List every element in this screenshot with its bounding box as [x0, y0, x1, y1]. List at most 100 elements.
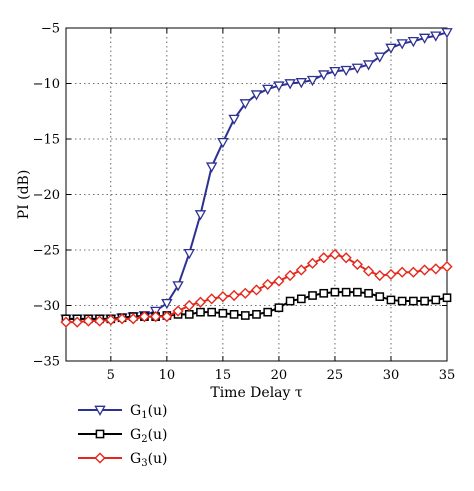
data-point-g1: [183, 248, 195, 260]
data-point-g1: [418, 33, 431, 44]
data-point-g2: [442, 293, 452, 303]
data-point-g3: [105, 314, 117, 326]
data-point-g2: [409, 296, 418, 306]
data-point-g3: [418, 264, 431, 276]
data-point-g1: [295, 78, 308, 89]
data-point-g2: [431, 295, 441, 305]
data-point-g2: [218, 308, 228, 318]
x-tick-label: 25: [327, 368, 344, 383]
data-point-g2: [196, 307, 205, 317]
data-point-g2: [308, 291, 317, 300]
data-point-g3: [127, 313, 139, 325]
data-point-g2: [330, 287, 340, 297]
data-point-g2: [397, 296, 407, 306]
data-point-g2: [386, 295, 396, 305]
data-point-g3: [407, 266, 419, 278]
data-point-g3: [217, 291, 229, 303]
x-tick-label: 15: [215, 368, 232, 383]
data-point-g2: [252, 310, 261, 319]
x-tick-label: 10: [159, 368, 176, 383]
x-tick-label: 30: [383, 368, 400, 383]
data-point-g3: [250, 284, 263, 296]
legend-marker-g3: [94, 452, 106, 464]
data-point-g3: [295, 264, 307, 276]
legend-marker-g2: [95, 429, 105, 439]
data-point-g1: [284, 79, 296, 90]
data-point-g3: [396, 266, 408, 278]
y-tick-label: −25: [33, 244, 60, 259]
y-axis-label: PI (dB): [16, 170, 32, 220]
data-point-g1: [430, 31, 442, 42]
data-point-g1: [362, 60, 375, 71]
x-tick-label: 35: [439, 368, 456, 383]
data-point-g3: [161, 311, 173, 323]
data-point-g3: [318, 252, 330, 264]
data-point-g3: [71, 316, 83, 328]
data-point-g1: [340, 65, 352, 77]
data-point-g2: [341, 287, 351, 297]
data-point-g2: [420, 296, 429, 306]
data-point-g1: [306, 75, 319, 87]
data-point-g3: [138, 311, 151, 323]
data-point-g3: [194, 296, 207, 308]
data-point-g3: [150, 311, 162, 323]
data-point-g3: [306, 257, 319, 269]
data-point-g2: [375, 292, 385, 301]
data-point-g2: [229, 310, 239, 319]
series-g3: [60, 248, 453, 328]
data-point-g3: [116, 313, 128, 325]
y-tick-label: −15: [33, 133, 60, 148]
legend-marker-g1: [94, 405, 106, 416]
data-point-g3: [60, 316, 72, 328]
data-point-g1: [239, 99, 251, 110]
x-axis-label: Time Delay τ: [210, 385, 303, 401]
data-point-g1: [318, 70, 330, 81]
y-tick-label: −20: [33, 188, 60, 203]
data-point-g2: [207, 307, 217, 317]
y-tick-label: −30: [33, 299, 60, 314]
data-point-g2: [240, 311, 250, 320]
data-point-g2: [263, 307, 273, 317]
data-point-g3: [385, 268, 397, 281]
legend-entry-g1: G1(u): [78, 403, 168, 421]
legend: G1(u) G2(u) G3(u): [78, 403, 168, 469]
data-point-g1: [172, 281, 184, 292]
data-point-g1: [262, 84, 274, 95]
data-point-g3: [239, 287, 251, 299]
data-point-g1: [351, 63, 364, 74]
legend-entry-g2: G2(u): [78, 427, 168, 445]
data-point-g3: [206, 293, 218, 305]
data-point-g2: [296, 294, 306, 304]
data-point-g3: [183, 299, 195, 312]
data-point-g1: [250, 90, 263, 101]
data-point-g1: [273, 81, 285, 92]
data-point-g1: [161, 298, 173, 310]
data-point-g2: [364, 288, 373, 298]
data-point-g1: [407, 36, 420, 48]
data-point-g3: [262, 278, 274, 290]
data-point-g1: [396, 39, 408, 50]
data-point-g1: [441, 28, 453, 39]
data-point-g3: [329, 248, 341, 261]
series: [60, 28, 453, 328]
data-point-g1: [385, 43, 397, 54]
data-point-g3: [284, 269, 296, 282]
data-point-g3: [228, 289, 240, 302]
data-point-g3: [340, 252, 352, 264]
data-point-g3: [430, 263, 442, 275]
data-point-g3: [362, 265, 375, 277]
data-point-g1: [329, 66, 341, 78]
legend-label-g2: G2(u): [130, 427, 168, 445]
data-point-g3: [94, 315, 106, 327]
data-point-g3: [172, 305, 184, 317]
data-point-g1: [194, 210, 207, 221]
data-point-g3: [441, 261, 453, 273]
y-tick-label: −5: [41, 22, 60, 37]
legend-label-g1: G1(u): [130, 403, 168, 421]
axis-ticks: 5 10 15 20 25 30 35 −35 −30 −25 −20 −15 −10 −5: [33, 22, 456, 384]
data-point-g3: [273, 275, 285, 287]
data-point-g3: [374, 269, 386, 282]
data-point-g1: [205, 162, 218, 173]
